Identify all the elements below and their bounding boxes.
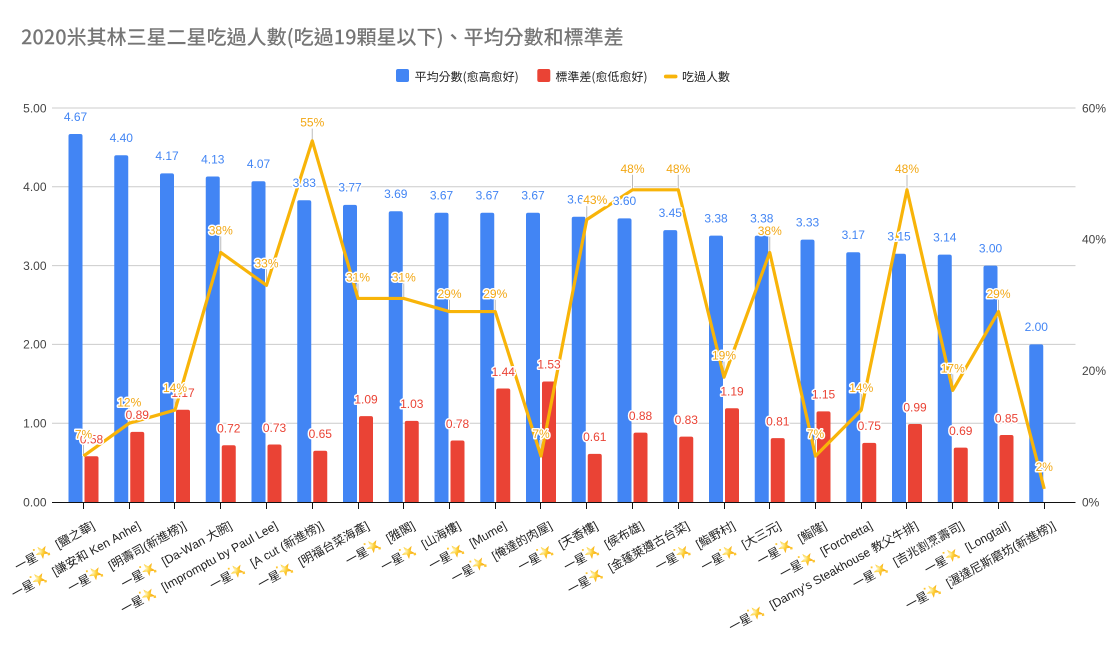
svg-text:0.73: 0.73 bbox=[263, 421, 287, 435]
svg-text:20%: 20% bbox=[1082, 364, 1106, 378]
svg-text:29%: 29% bbox=[986, 287, 1010, 301]
svg-text:0.75: 0.75 bbox=[858, 419, 882, 433]
svg-text:0.88: 0.88 bbox=[629, 409, 653, 423]
svg-text:4.67: 4.67 bbox=[64, 110, 88, 124]
svg-text:3.14: 3.14 bbox=[933, 230, 957, 244]
svg-text:7%: 7% bbox=[75, 427, 93, 441]
svg-text:31%: 31% bbox=[392, 271, 416, 285]
svg-text:0.78: 0.78 bbox=[446, 417, 470, 431]
svg-text:3.38: 3.38 bbox=[750, 212, 774, 226]
svg-text:3.60: 3.60 bbox=[613, 194, 637, 208]
svg-text:3.67: 3.67 bbox=[430, 189, 454, 203]
svg-text:38%: 38% bbox=[209, 224, 233, 238]
svg-text:0.65: 0.65 bbox=[309, 427, 333, 441]
svg-text:0.61: 0.61 bbox=[583, 430, 607, 444]
svg-text:0.81: 0.81 bbox=[766, 415, 790, 429]
svg-text:7%: 7% bbox=[807, 427, 825, 441]
svg-text:5.00: 5.00 bbox=[23, 101, 47, 115]
svg-text:4.13: 4.13 bbox=[201, 152, 225, 166]
svg-text:3.67: 3.67 bbox=[476, 189, 500, 203]
svg-text:12%: 12% bbox=[117, 396, 141, 410]
svg-text:29%: 29% bbox=[437, 287, 461, 301]
svg-text:3.00: 3.00 bbox=[23, 259, 47, 273]
svg-text:3.38: 3.38 bbox=[704, 212, 728, 226]
svg-text:4.00: 4.00 bbox=[23, 180, 47, 194]
svg-text:40%: 40% bbox=[1082, 233, 1106, 247]
svg-text:3.77: 3.77 bbox=[338, 181, 362, 195]
svg-text:2%: 2% bbox=[1036, 460, 1054, 474]
svg-text:1.44: 1.44 bbox=[492, 365, 516, 379]
svg-text:1.00: 1.00 bbox=[23, 417, 47, 431]
svg-text:0.69: 0.69 bbox=[949, 424, 973, 438]
svg-text:14%: 14% bbox=[163, 381, 187, 395]
svg-text:1.03: 1.03 bbox=[400, 397, 424, 411]
svg-text:60%: 60% bbox=[1082, 101, 1106, 115]
svg-text:3.67: 3.67 bbox=[521, 189, 545, 203]
svg-text:3.17: 3.17 bbox=[842, 228, 866, 242]
svg-text:1.53: 1.53 bbox=[537, 358, 561, 372]
svg-text:3.00: 3.00 bbox=[979, 241, 1003, 255]
svg-text:4.07: 4.07 bbox=[247, 157, 271, 171]
svg-text:55%: 55% bbox=[300, 116, 324, 130]
svg-text:4.40: 4.40 bbox=[110, 131, 134, 145]
svg-text:0%: 0% bbox=[1082, 495, 1100, 509]
svg-text:3.62: 3.62 bbox=[567, 193, 591, 207]
svg-text:48%: 48% bbox=[620, 162, 644, 176]
svg-text:1.17: 1.17 bbox=[171, 386, 195, 400]
svg-text:7%: 7% bbox=[532, 427, 550, 441]
svg-text:43%: 43% bbox=[583, 193, 607, 207]
svg-text:3.45: 3.45 bbox=[659, 206, 683, 220]
svg-text:3.69: 3.69 bbox=[384, 187, 408, 201]
svg-text:3.15: 3.15 bbox=[887, 230, 911, 244]
svg-text:17%: 17% bbox=[941, 361, 965, 375]
svg-text:0.85: 0.85 bbox=[995, 411, 1019, 425]
svg-text:4.17: 4.17 bbox=[155, 149, 179, 163]
svg-text:3.33: 3.33 bbox=[796, 215, 820, 229]
svg-text:33%: 33% bbox=[254, 256, 278, 270]
svg-text:48%: 48% bbox=[895, 162, 919, 176]
svg-text:48%: 48% bbox=[666, 162, 690, 176]
svg-text:0.89: 0.89 bbox=[126, 408, 150, 422]
svg-text:0.72: 0.72 bbox=[217, 422, 241, 436]
svg-text:19%: 19% bbox=[712, 349, 736, 363]
svg-text:1.19: 1.19 bbox=[720, 385, 744, 399]
svg-text:31%: 31% bbox=[346, 271, 370, 285]
svg-text:0.83: 0.83 bbox=[675, 413, 699, 427]
svg-text:0.58: 0.58 bbox=[80, 433, 104, 447]
svg-text:2.00: 2.00 bbox=[1025, 320, 1049, 334]
svg-text:0.99: 0.99 bbox=[903, 400, 927, 414]
svg-text:1.09: 1.09 bbox=[354, 392, 378, 406]
svg-text:3.83: 3.83 bbox=[293, 176, 317, 190]
svg-text:14%: 14% bbox=[849, 381, 873, 395]
svg-text:29%: 29% bbox=[483, 287, 507, 301]
svg-text:38%: 38% bbox=[758, 224, 782, 238]
svg-text:1.15: 1.15 bbox=[812, 388, 836, 402]
svg-text:2.00: 2.00 bbox=[23, 338, 47, 352]
svg-text:0.00: 0.00 bbox=[23, 495, 47, 509]
